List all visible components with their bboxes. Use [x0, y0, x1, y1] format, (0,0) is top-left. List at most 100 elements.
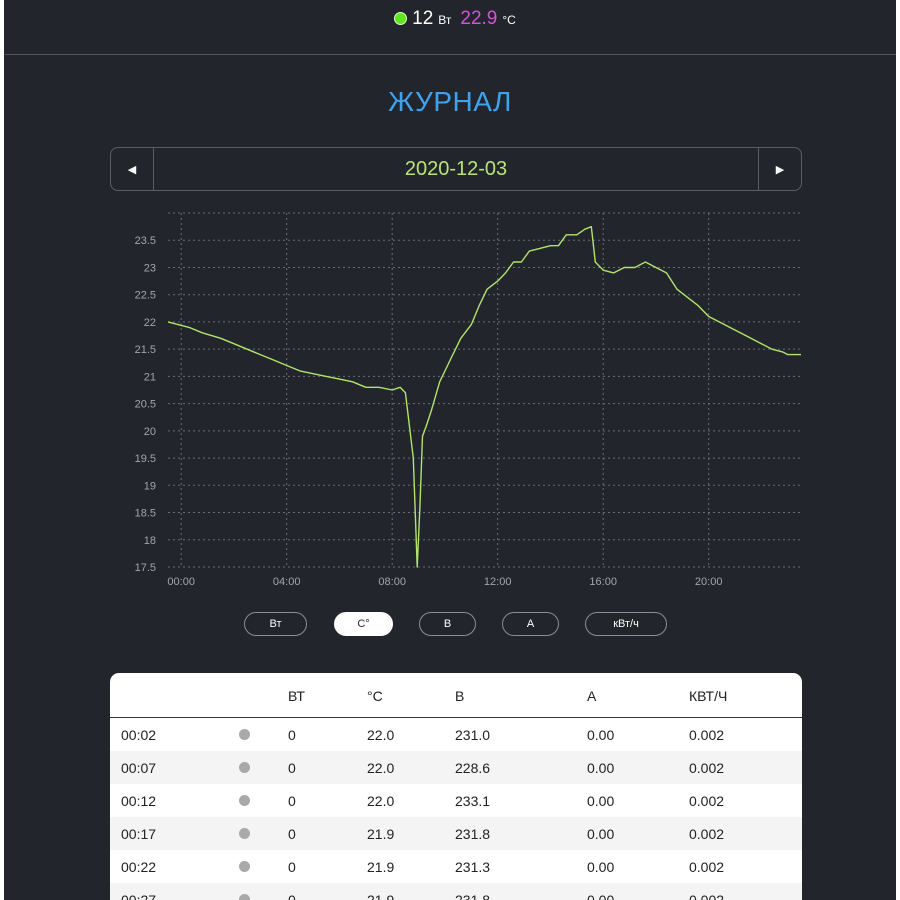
chart-grid [168, 212, 801, 568]
temperature-chart: 17.5 18 18.5 19 19.5 20 20.5 21 21.5 22 22.5 23 23.5… [135, 212, 801, 588]
app-window: 12 Вт 22.9 °C ЖУРНАЛ ◀ 2020-12-03 ▶ 17.5… [4, 0, 896, 900]
cell-volts: 231.3 [455, 850, 587, 883]
cell-kwh: 0.002 [689, 717, 802, 751]
cell-amps: 0.00 [587, 817, 689, 850]
cell-amps: 0.00 [587, 751, 689, 784]
toggle-amps[interactable]: А [502, 612, 559, 636]
status-dot-icon [239, 860, 250, 872]
col-header-amps[interactable]: А [587, 673, 689, 718]
col-header-kwh[interactable]: КВТ/Ч [689, 673, 802, 718]
table-row: 00:12 0 22.0 233.1 0.00 0.002 [110, 784, 802, 817]
cell-status [229, 817, 288, 850]
table-row: 00:17 0 21.9 231.8 0.00 0.002 [110, 817, 802, 850]
page-title: ЖУРНАЛ [388, 86, 512, 117]
x-tick-label: 16:00 [589, 576, 617, 588]
cell-watts: 0 [288, 883, 367, 900]
online-indicator-icon [394, 12, 408, 25]
table-row: 00:07 0 22.0 228.6 0.00 0.002 [110, 751, 802, 784]
y-tick-label: 18.5 [135, 508, 156, 520]
cell-temperature: 22.0 [367, 784, 455, 817]
y-tick-label: 19 [144, 480, 156, 492]
col-header-temperature[interactable]: °C [367, 673, 455, 718]
y-tick-label: 21 [144, 371, 156, 383]
cell-kwh: 0.002 [689, 751, 802, 784]
y-tick-label: 23.5 [135, 235, 156, 247]
status-dot-icon [239, 761, 250, 773]
series-line [167, 225, 801, 568]
y-tick-label: 20 [144, 426, 156, 438]
y-tick-label: 17.5 [135, 562, 156, 574]
current-temp-value: 22.9 [460, 8, 498, 29]
cell-time: 00:22 [110, 850, 229, 883]
live-readout: 12 Вт 22.9 °C [394, 8, 516, 30]
status-bar: 12 Вт 22.9 °C [4, 0, 896, 55]
cell-time: 00:27 [110, 883, 229, 900]
x-axis: 00:00 04:00 08:00 12:00 16:00 20:00 [167, 576, 722, 588]
cell-amps: 0.00 [587, 717, 689, 751]
y-tick-label: 21.5 [135, 344, 156, 356]
x-tick-label: 20:00 [695, 576, 723, 588]
cell-volts: 228.6 [455, 751, 587, 784]
arrow-left-icon: ◀ [127, 163, 137, 176]
prev-day-button[interactable]: ◀ [111, 148, 154, 190]
status-dot-icon [239, 794, 250, 806]
current-power-unit: Вт [438, 13, 452, 27]
toggle-celsius[interactable]: C° [334, 612, 393, 636]
arrow-right-icon: ▶ [775, 163, 785, 176]
cell-time: 00:07 [110, 751, 229, 784]
cell-amps: 0.00 [587, 850, 689, 883]
cell-temperature: 21.9 [367, 883, 455, 900]
next-day-button[interactable]: ▶ [758, 148, 801, 190]
cell-temperature: 22.0 [367, 717, 455, 751]
cell-status [229, 850, 288, 883]
y-tick-label: 22 [144, 317, 156, 329]
log-table: ВТ °C В А КВТ/Ч 00:02 0 22.0 231.0 0.00 0.002… [110, 673, 802, 900]
chart-series [167, 225, 801, 568]
toggle-kwh[interactable]: кВт/ч [585, 612, 667, 636]
cell-amps: 0.00 [587, 784, 689, 817]
cell-volts: 233.1 [455, 784, 587, 817]
toggle-watts[interactable]: Вт [244, 612, 307, 636]
cell-watts: 0 [288, 751, 367, 784]
status-dot-icon [239, 893, 250, 900]
cell-kwh: 0.002 [689, 850, 802, 883]
y-axis: 17.5 18 18.5 19 19.5 20 20.5 21 21.5 22 22.5 23 23.5 [135, 235, 156, 574]
cell-temperature: 21.9 [367, 817, 455, 850]
cell-volts: 231.8 [455, 817, 587, 850]
x-tick-label: 08:00 [378, 576, 406, 588]
cell-kwh: 0.002 [689, 883, 802, 900]
table-row: 00:22 0 21.9 231.3 0.00 0.002 [110, 850, 802, 883]
y-tick-label: 23 [144, 262, 156, 274]
cell-status [229, 883, 288, 900]
cell-temperature: 22.0 [367, 751, 455, 784]
cell-watts: 0 [288, 817, 367, 850]
col-header-status [229, 673, 288, 718]
col-header-volts[interactable]: В [455, 673, 587, 718]
x-tick-label: 04:00 [273, 576, 301, 588]
cell-status [229, 784, 288, 817]
y-tick-label: 20.5 [135, 399, 156, 411]
cell-status [229, 717, 288, 751]
cell-amps: 0.00 [587, 883, 689, 900]
cell-status [229, 751, 288, 784]
table-row: 00:27 0 21.9 231.8 0.00 0.002 [110, 883, 802, 900]
cell-watts: 0 [288, 850, 367, 883]
date-navigator: ◀ 2020-12-03 ▶ [110, 147, 802, 191]
cell-time: 00:17 [110, 817, 229, 850]
cell-time: 00:02 [110, 717, 229, 751]
cell-volts: 231.0 [455, 717, 587, 751]
cell-watts: 0 [288, 717, 367, 751]
col-header-time [110, 673, 229, 718]
current-date: 2020-12-03 [404, 157, 508, 180]
cell-kwh: 0.002 [689, 784, 802, 817]
col-header-watts[interactable]: ВТ [288, 673, 367, 718]
log-table-container: ВТ °C В А КВТ/Ч 00:02 0 22.0 231.0 0.00 0.002… [110, 673, 802, 900]
x-tick-label: 12:00 [484, 576, 512, 588]
status-dot-icon [239, 827, 250, 839]
cell-volts: 231.8 [455, 883, 587, 900]
cell-watts: 0 [288, 784, 367, 817]
toggle-volts[interactable]: В [419, 612, 476, 636]
current-power-value: 12 [412, 8, 434, 29]
cell-kwh: 0.002 [689, 817, 802, 850]
